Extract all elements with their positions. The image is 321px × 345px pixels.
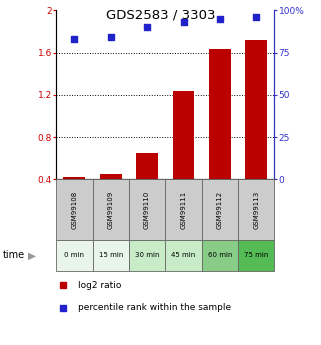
- Bar: [129, 240, 165, 271]
- Text: ▶: ▶: [28, 250, 36, 260]
- Text: GSM99109: GSM99109: [108, 190, 114, 229]
- Bar: [136, 153, 158, 179]
- Bar: [238, 179, 274, 240]
- Bar: [238, 240, 274, 271]
- Bar: [56, 179, 92, 240]
- Text: GSM99110: GSM99110: [144, 190, 150, 229]
- Bar: [92, 179, 129, 240]
- Point: [108, 34, 113, 40]
- Bar: [92, 240, 129, 271]
- Point: [72, 36, 77, 42]
- Bar: [165, 240, 202, 271]
- Text: 30 min: 30 min: [135, 252, 159, 258]
- Text: GSM99112: GSM99112: [217, 190, 223, 229]
- Bar: [165, 179, 202, 240]
- Bar: [245, 40, 267, 179]
- Text: time: time: [3, 250, 25, 260]
- Text: 15 min: 15 min: [99, 252, 123, 258]
- Text: GSM99111: GSM99111: [180, 190, 187, 229]
- Point: [254, 14, 259, 20]
- Text: 60 min: 60 min: [208, 252, 232, 258]
- Bar: [209, 49, 231, 179]
- Bar: [64, 177, 85, 179]
- Point: [181, 19, 186, 25]
- Text: log2 ratio: log2 ratio: [78, 280, 121, 289]
- Bar: [202, 179, 238, 240]
- Text: GSM99113: GSM99113: [253, 190, 259, 229]
- Bar: [129, 179, 165, 240]
- Bar: [100, 174, 122, 179]
- Text: GSM99108: GSM99108: [71, 190, 77, 229]
- Point: [144, 24, 150, 30]
- Bar: [202, 240, 238, 271]
- Bar: [56, 240, 92, 271]
- Text: 0 min: 0 min: [65, 252, 84, 258]
- Text: percentile rank within the sample: percentile rank within the sample: [78, 303, 231, 312]
- Bar: [173, 91, 195, 179]
- Text: 75 min: 75 min: [244, 252, 268, 258]
- Point: [217, 16, 222, 21]
- Text: 45 min: 45 min: [171, 252, 195, 258]
- Text: GDS2583 / 3303: GDS2583 / 3303: [106, 9, 215, 22]
